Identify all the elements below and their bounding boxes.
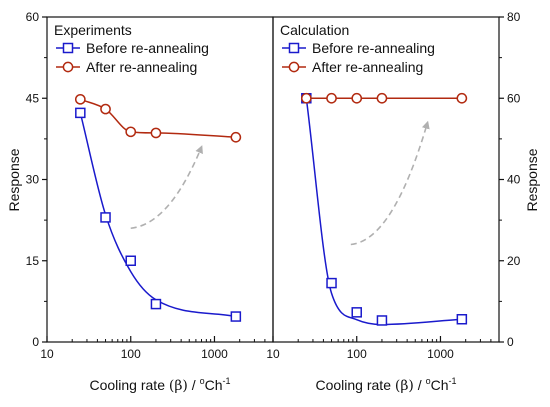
y-tick-label: 0 [32,335,39,349]
right-legend: Before re-annealing After re-annealing [282,40,435,75]
data-point-circle [100,103,111,115]
right-chart-marks: 10 100 1000 0 20 40 60 80 [266,10,520,361]
y-tick-label: 20 [507,254,521,268]
y-tick-label: 60 [26,10,40,24]
trend-arrow [130,145,203,230]
left-x-axis-title: Cooling rate (β) / oCh-1 [89,376,230,394]
left-legend-before-label: Before re-annealing [86,40,209,56]
trend-arrow [350,120,430,246]
left-x-axis-title-sep: / [188,377,200,393]
left-panel-title: Experiments [54,22,132,38]
left-x-axis-title-exponent: -1 [223,376,231,386]
x-tick-label: 100 [121,347,141,361]
left-y-axis-title: Response [6,148,22,211]
data-point-circle [125,126,137,138]
x-tick-label: 1000 [427,347,454,361]
data-point-circle [376,92,388,104]
left-x-axis-title-text: Cooling rate [89,377,165,393]
data-point-circle [326,92,337,104]
data-point-circle [230,131,242,143]
right-x-axis-title-exponent: -1 [449,376,457,386]
right-legend-after-circle [288,61,300,73]
y-tick-label: 30 [26,173,40,187]
series-fit-line [305,98,462,326]
left-chart-marks: 10 100 1000 0 15 30 45 60 [26,10,274,361]
series-fit-line [79,112,236,318]
right-x-axis-title-unit: Ch [431,377,449,393]
left-legend-before-square [62,42,74,54]
x-tick-label: 10 [266,347,280,361]
x-tick-label: 100 [347,347,367,361]
left-legend: Before re-annealing After re-annealing [56,40,209,75]
right-panel-title: Calculation [280,22,349,38]
data-point-circle [74,93,86,105]
data-point-square [75,107,86,119]
left-legend-after-label: After re-annealing [86,59,197,75]
left-x-axis-title-symbol: (β) [169,378,188,394]
right-x-axis-title-degree: o [426,376,431,386]
data-point-square [351,307,362,318]
data-point-circle [351,92,363,104]
y-tick-label: 60 [507,91,521,105]
right-x-axis-title: Cooling rate (β) / oCh-1 [315,376,456,394]
data-point-square [125,255,136,266]
y-tick-label: 45 [26,91,40,105]
data-point-circle [300,92,312,104]
right-legend-after-label: After re-annealing [312,59,423,75]
right-x-axis-title-symbol: (β) [395,378,414,394]
right-legend-before-square [288,42,300,54]
y-tick-label: 15 [26,254,40,268]
data-point-square [326,277,337,289]
right-legend-before-label: Before re-annealing [312,40,435,56]
data-point-square [150,298,162,310]
data-point-circle [150,127,162,139]
left-x-axis-title-degree: o [200,376,205,386]
data-point-square [100,212,111,223]
right-x-axis-title-sep: / [414,377,426,393]
y-tick-label: 80 [507,10,521,24]
left-x-axis-title-unit: Ch [205,377,223,393]
left-legend-after-circle [62,61,74,73]
data-point-square [376,315,388,326]
right-y-axis-title: Response [524,148,540,211]
data-point-square [230,311,242,322]
data-point-square [456,314,468,325]
right-x-axis-title-text: Cooling rate [315,377,391,393]
x-tick-label: 10 [40,347,54,361]
x-tick-label: 1000 [201,347,228,361]
data-point-circle [456,92,468,104]
y-tick-label: 0 [507,335,514,349]
y-tick-label: 40 [507,173,521,187]
